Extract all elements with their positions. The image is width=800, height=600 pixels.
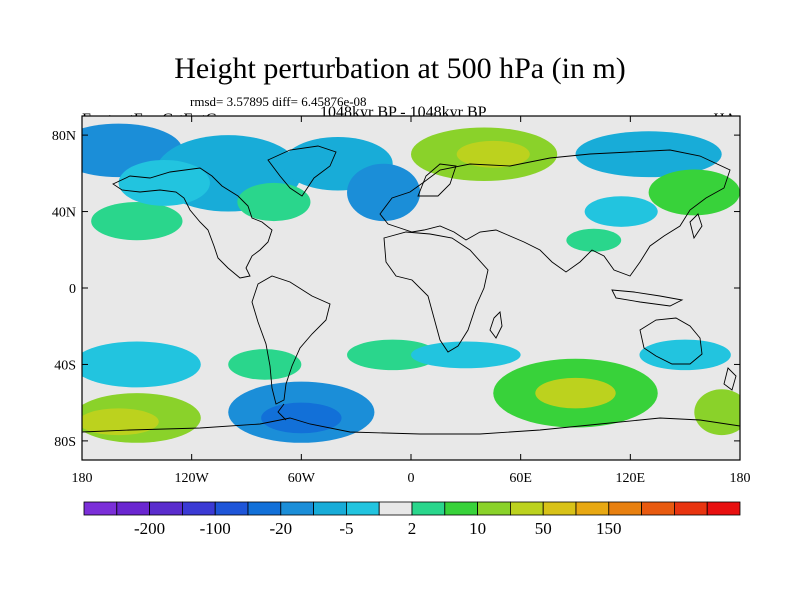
- coastline-eurasia: [379, 149, 731, 277]
- colorbar-label: -5: [339, 519, 353, 538]
- anomaly-region: [261, 402, 342, 434]
- anomaly-region: [82, 341, 201, 388]
- colorbar-box: [509, 501, 544, 516]
- colorbar-box: [149, 501, 183, 516]
- anomaly-region: [347, 163, 421, 222]
- coastline-new-zealand: [723, 367, 737, 391]
- stats-label: rmsd= 3.57895 diff= 6.45876e-08: [190, 94, 367, 109]
- anomaly-region: [639, 339, 731, 371]
- anomaly-region: [535, 377, 616, 409]
- colorbar-label: -100: [200, 519, 231, 538]
- colorbar-box: [181, 501, 216, 516]
- anomaly-region: [411, 341, 521, 369]
- colorbar-label: 2: [408, 519, 417, 538]
- colorbar-box: [247, 501, 282, 516]
- anomaly-region: [566, 228, 622, 252]
- coastline-antarctic-peninsula: [277, 403, 287, 421]
- colorbar-label: 50: [535, 519, 552, 538]
- colorbar-box: [345, 501, 380, 516]
- coastline-south-america: [251, 275, 331, 405]
- y-tick-label: 40N: [52, 206, 76, 221]
- colorbar-box: [280, 501, 314, 516]
- colorbar-label: -20: [269, 519, 292, 538]
- anomaly-region: [228, 349, 302, 380]
- x-tick-label: 120W: [175, 471, 210, 486]
- chart-title: Height perturbation at 500 hPa (in m): [174, 52, 626, 85]
- colorbar-label: 10: [469, 519, 486, 538]
- coastline-indonesia: [611, 289, 684, 307]
- x-tick-label: 180: [72, 471, 93, 486]
- y-tick-label: 0: [69, 282, 76, 297]
- colorbar-box: [444, 501, 478, 516]
- y-tick-label: 80N: [52, 129, 76, 144]
- x-tick-label: 0: [408, 471, 415, 486]
- coastline-antarctica: [82, 417, 740, 435]
- coastline-north-america: [112, 167, 273, 279]
- coastline-layer: [82, 145, 740, 435]
- x-tick-label: 60E: [509, 471, 532, 486]
- anomaly-region: [347, 339, 439, 371]
- colorbar-box: [542, 501, 577, 516]
- colorbar-box: [608, 501, 642, 516]
- anomaly-region: [584, 196, 658, 227]
- coastline-greenland: [267, 145, 337, 197]
- colorbar-label: -200: [134, 519, 165, 538]
- coastline-scandinavia: [417, 163, 457, 197]
- anomaly-region: [118, 159, 210, 206]
- colorbar-box: [575, 501, 610, 516]
- coastline-madagascar: [489, 311, 503, 339]
- colorbar-box: [706, 501, 741, 516]
- y-tick-label: 80S: [54, 435, 76, 450]
- anomaly-region: [82, 408, 159, 436]
- anomaly-region: [237, 182, 311, 222]
- colorbar-box: [641, 501, 675, 516]
- colorbar-box: [214, 501, 249, 516]
- anomaly-region: [91, 202, 183, 241]
- x-tick-label: 120E: [616, 471, 646, 486]
- x-tick-label: 180: [730, 471, 751, 486]
- coastline-australia: [639, 317, 703, 365]
- x-tick-label: 60W: [288, 471, 316, 486]
- colorbar-box: [83, 501, 118, 516]
- colorbar-box: [674, 501, 708, 516]
- anomaly-region: [648, 169, 740, 216]
- colorbar-box: [411, 501, 446, 516]
- anomaly-region: [575, 131, 722, 178]
- anomaly-region: [456, 140, 530, 168]
- anomaly-region: [694, 389, 740, 436]
- colorbar-box: [313, 501, 347, 516]
- coastline-africa: [383, 231, 489, 353]
- colorbar-label: 150: [596, 519, 622, 538]
- colorbar-box: [477, 501, 511, 516]
- y-tick-label: 40S: [54, 358, 76, 373]
- colorbar-box: [378, 501, 413, 516]
- map-plot-area: [82, 116, 740, 460]
- colorbar-box: [116, 501, 151, 516]
- coastline-japan: [689, 213, 703, 240]
